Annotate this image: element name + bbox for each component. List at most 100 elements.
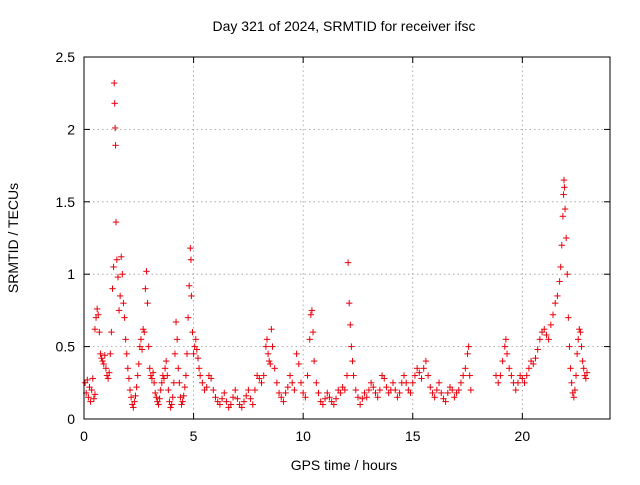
data-point [394, 394, 401, 401]
data-point [299, 389, 307, 397]
data-point [558, 242, 565, 249]
data-point [143, 268, 150, 275]
data-point [326, 394, 333, 401]
plot-frame [83, 56, 611, 420]
data-point [93, 305, 101, 313]
data-point [282, 389, 289, 397]
data-point [580, 365, 587, 372]
data-point [370, 383, 377, 391]
data-point [560, 191, 567, 198]
data-point [111, 79, 118, 87]
data-point [310, 357, 318, 365]
data-point [275, 389, 283, 397]
data-point [521, 379, 528, 386]
data-point [101, 352, 109, 359]
data-point [115, 307, 123, 314]
data-point [184, 314, 192, 321]
data-point [541, 326, 548, 333]
data-point [91, 326, 99, 333]
data-point [106, 369, 113, 376]
data-point [578, 343, 585, 350]
data-point [449, 386, 456, 394]
data-point [152, 389, 159, 397]
data-point [141, 328, 148, 336]
data-point [409, 379, 416, 386]
data-point [172, 318, 180, 326]
data-point [561, 184, 568, 191]
data-point [121, 314, 128, 321]
data-point [112, 218, 120, 226]
data-point [194, 354, 202, 362]
data-point [212, 394, 219, 401]
data-point [168, 401, 175, 408]
data-point [186, 282, 193, 289]
data-point [120, 299, 127, 307]
data-point [153, 394, 160, 401]
data-point [400, 372, 408, 379]
data-point [187, 244, 194, 252]
data-point [232, 386, 239, 394]
data-point [570, 394, 578, 401]
data-point [361, 389, 368, 397]
data-point [429, 389, 436, 397]
grid-lines [84, 57, 610, 419]
data-point [149, 369, 157, 376]
data-point [113, 256, 121, 263]
data-point [573, 350, 581, 358]
data-point [89, 375, 96, 382]
data-point [125, 375, 133, 382]
data-point [389, 379, 397, 386]
data-point [195, 365, 203, 372]
data-point [107, 350, 114, 358]
data-point [365, 386, 373, 394]
data-point [319, 401, 327, 408]
data-point [341, 386, 349, 394]
data-point [134, 372, 141, 379]
data-point [167, 404, 174, 411]
data-point [164, 372, 171, 379]
data-point [273, 379, 281, 386]
data-point [337, 389, 344, 397]
data-point [263, 336, 271, 343]
data-point [422, 357, 430, 365]
data-point [413, 365, 421, 372]
data-point [161, 365, 169, 372]
data-point [99, 357, 106, 365]
x-tick-label: 5 [190, 428, 198, 444]
data-point [567, 365, 574, 372]
y-tick-label: 1 [67, 266, 75, 282]
data-point [123, 350, 130, 358]
data-point [130, 404, 137, 411]
data-point [177, 394, 184, 401]
data-point [188, 292, 195, 300]
data-point [268, 326, 275, 333]
data-points [81, 79, 591, 411]
data-point [582, 375, 590, 382]
data-point [433, 386, 441, 394]
data-point [352, 386, 359, 394]
data-point [502, 336, 510, 343]
data-point [571, 386, 579, 394]
data-point [203, 383, 210, 391]
data-point [111, 100, 118, 107]
data-point [97, 350, 104, 358]
data-point [249, 401, 256, 408]
data-point [173, 336, 181, 343]
data-point [451, 394, 458, 401]
data-point [98, 354, 105, 362]
data-point [431, 394, 438, 401]
data-point [238, 404, 245, 411]
data-point [127, 394, 135, 401]
data-point [142, 285, 149, 292]
data-point [442, 398, 449, 405]
data-point [139, 326, 147, 333]
data-point [264, 350, 272, 358]
data-point [293, 350, 300, 358]
data-point [145, 343, 152, 350]
data-point [258, 379, 265, 386]
data-point [554, 292, 561, 300]
data-point [144, 299, 151, 307]
data-point [435, 379, 443, 386]
data-point [302, 394, 309, 401]
data-point [354, 394, 362, 401]
